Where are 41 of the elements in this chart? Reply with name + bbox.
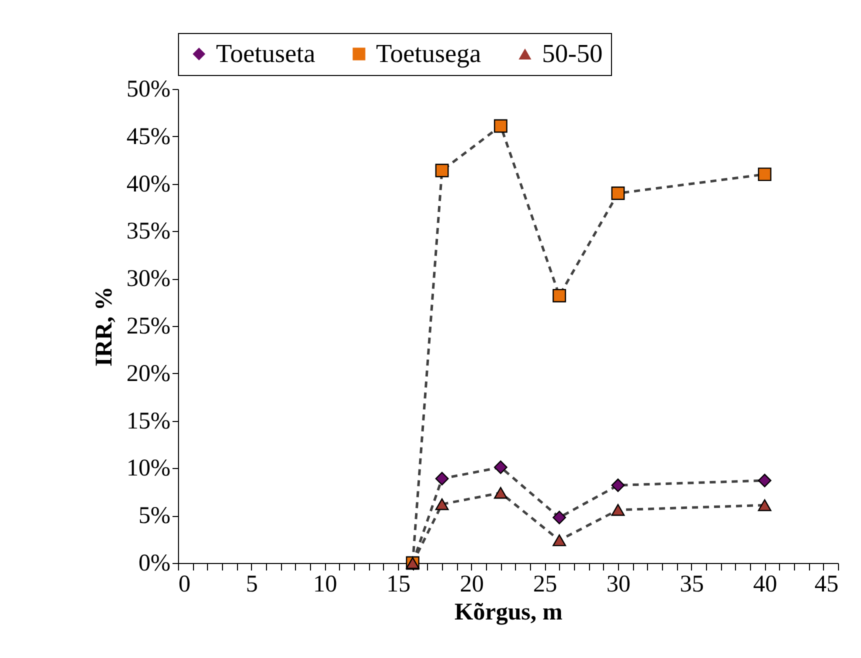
y-tick-label: 45%: [126, 124, 170, 150]
y-tick-label: 20%: [126, 360, 170, 387]
x-tick-label: 10: [313, 572, 338, 598]
point: [552, 510, 566, 524]
x-tick-label: 5: [246, 572, 258, 598]
point: [611, 478, 625, 492]
y-tick-label: 35%: [126, 218, 170, 245]
y-axis-title: IRR, %: [92, 286, 118, 367]
point: [611, 504, 625, 516]
legend-label: Toetusega: [376, 39, 482, 68]
x-tick-label: 30: [606, 572, 630, 598]
point: [494, 119, 508, 133]
legend-label: 50-50: [542, 39, 603, 68]
point: [494, 486, 508, 499]
x-tick-label: 45: [814, 572, 838, 598]
point: [494, 460, 508, 474]
point: [435, 164, 449, 178]
x-tick-label: 35: [680, 572, 704, 598]
point: [758, 499, 772, 512]
y-tick-label: 15%: [126, 408, 170, 434]
y-tick-label: 40%: [126, 171, 170, 198]
y-tick-label: 30%: [126, 266, 170, 292]
point: [758, 168, 772, 182]
point: [435, 498, 449, 510]
point: [435, 472, 449, 486]
legend-label: Toetuseta: [216, 39, 316, 68]
x-tick-label: 25: [533, 572, 558, 598]
x-axis-title: Kõrgus, m: [454, 600, 563, 626]
y-tick-label: 10%: [126, 456, 170, 482]
y-tick-label: 0%: [138, 550, 170, 576]
y-tick-label: 25%: [126, 314, 170, 340]
x-tick-label: 40: [753, 572, 778, 598]
point: [552, 288, 566, 302]
point: [611, 186, 625, 200]
x-tick-label: 20: [460, 572, 484, 598]
y-tick-label: 50%: [126, 76, 170, 102]
point: [758, 474, 772, 488]
point: [552, 534, 566, 546]
x-tick-label: 0: [178, 572, 190, 598]
y-tick-label: 5%: [138, 503, 170, 530]
x-tick-label: 15: [386, 572, 410, 598]
